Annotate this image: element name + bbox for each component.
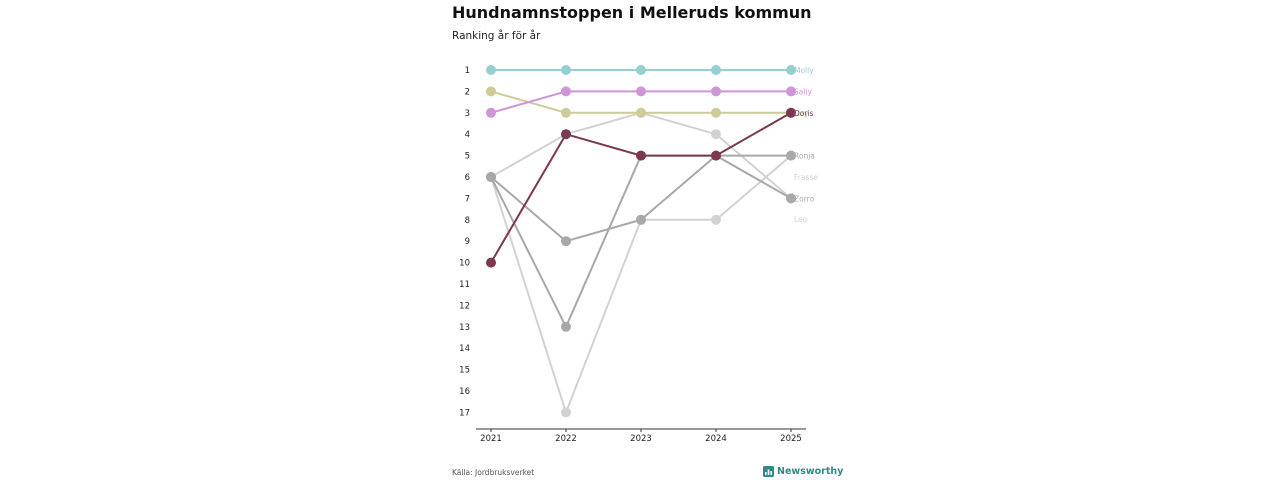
data-point-izzy [486,86,496,97]
data-point-ronja [561,236,571,247]
series-molly [486,65,796,75]
data-point-doris [486,257,496,268]
y-tick-label: 14 [459,344,470,354]
y-tick-label: 15 [459,366,470,376]
data-point-molly [561,65,571,75]
y-tick-label: 16 [459,387,470,397]
y-tick-label: 7 [465,194,470,204]
series-ronja [486,150,796,247]
series-labels: Leo Frasse Ronja Zorro Izzy Sally Molly Doris [794,66,818,224]
data-point-molly [486,65,496,75]
x-tick-label: 2025 [780,434,802,444]
data-point-sally [711,86,721,97]
data-point-frasse [711,129,721,140]
data-point-sally [636,86,646,97]
data-point-leo [711,214,721,225]
y-tick-label: 17 [459,408,470,418]
series-doris [486,107,796,268]
series-label-molly: Molly [794,66,814,75]
data-point-doris [786,107,796,118]
series-label-sally: Sally [794,87,813,96]
data-point-doris [711,150,721,161]
series-label-zorro: Zorro [794,194,815,203]
y-tick-label: 8 [465,216,470,226]
x-tick-label: 2023 [630,434,652,444]
y-tick-label: 13 [459,323,470,333]
data-point-molly [636,65,646,75]
brand-logo: Newsworthy [763,466,843,477]
data-point-zorro [486,172,496,182]
data-point-sally [786,86,796,97]
y-tick-label: 6 [465,173,470,183]
y-tick-label: 2 [465,87,470,97]
x-axis: 2021 2022 2023 2024 2025 [476,428,806,444]
chart-subtitle: Ranking år för år [452,30,541,42]
bar-chart-logo-icon [763,466,774,477]
chart-title: Hundnamnstoppen i Melleruds kommun [452,3,812,22]
series-line-leo [490,154,792,414]
y-tick-label: 4 [465,130,470,140]
data-point-molly [786,65,796,75]
data-point-izzy [561,107,571,118]
series-label-ronja: Ronja [794,152,815,161]
x-tick-label: 2024 [705,434,727,444]
data-point-zorro [786,193,796,204]
data-point-ronja [636,214,646,225]
series-label-leo: Leo [794,215,808,224]
source-note: Källa: Jordbruksverket [452,468,535,477]
data-point-molly [711,65,721,75]
x-tick-label: 2022 [555,434,577,444]
data-point-leo [561,407,571,418]
series-group [486,65,796,418]
data-point-sally [486,107,496,118]
x-tick-label: 2021 [480,434,502,444]
series-sally [486,86,796,118]
y-tick-label: 11 [459,280,470,290]
data-point-izzy [711,107,721,118]
series-label-frasse: Frasse [794,173,818,182]
series-line-zorro [490,154,792,328]
y-tick-label: 1 [465,66,470,76]
series-line-doris [490,111,792,264]
brand-name: Newsworthy [777,466,844,477]
y-tick-label: 3 [465,109,470,119]
data-point-izzy [636,107,646,118]
data-point-ronja [786,150,796,161]
y-tick-label: 9 [465,237,470,247]
data-point-sally [561,86,571,97]
series-label-izzy: Izzy [794,109,809,118]
series-label-doris: Doris [794,109,814,118]
series-line-ronja [490,154,791,243]
y-tick-label: 10 [459,259,470,269]
data-point-doris [636,150,646,161]
data-point-zorro [561,321,571,332]
data-point-doris [561,129,571,140]
y-tick-label: 5 [465,152,470,162]
y-tick-label: 12 [459,301,470,311]
